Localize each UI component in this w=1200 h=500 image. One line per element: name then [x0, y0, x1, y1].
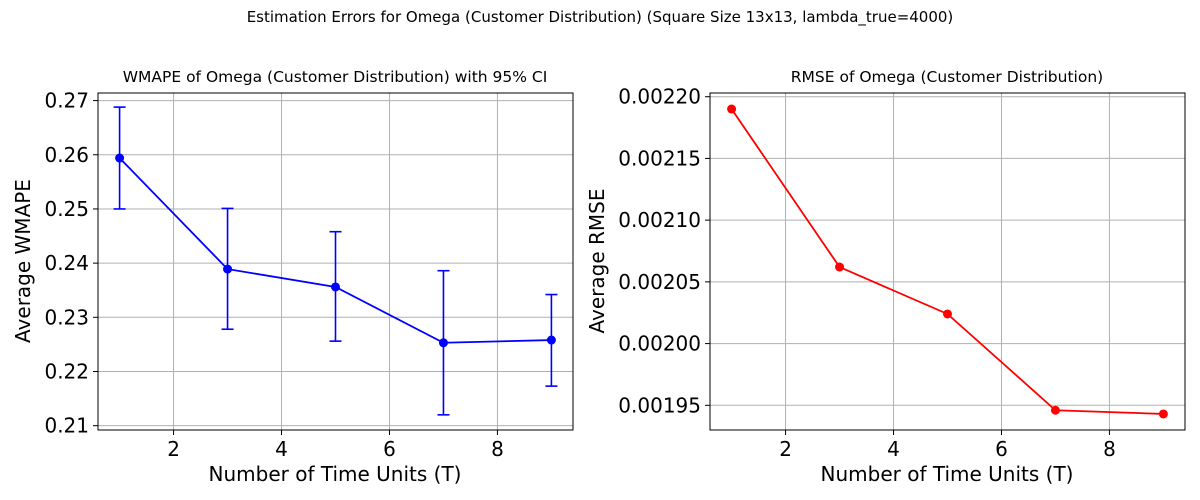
wmape-y-tick-label: 0.26: [44, 143, 89, 167]
rmse-y-tick-label: 0.00210: [618, 208, 701, 232]
wmape-data-point: [331, 282, 340, 292]
wmape-y-tick-label: 0.27: [44, 89, 89, 113]
rmse-plot-frame: [709, 92, 1186, 431]
rmse-x-tick-label: 4: [887, 437, 900, 461]
wmape-x-tick-label: 4: [275, 437, 288, 461]
rmse-y-tick-label: 0.00205: [618, 270, 701, 294]
rmse-ticks: 2 4 6 8 0.00195 0.00200 0.00205 0.00210 0.00215 0…: [618, 85, 1116, 461]
rmse-chart: RMSE of Omega (Customer Distribution) 2 4…: [585, 68, 1186, 486]
wmape-data-point: [223, 264, 233, 274]
rmse-data-point: [943, 309, 952, 319]
wmape-plot-frame: [97, 92, 574, 431]
rmse-x-axis-label: Number of Time Units (T): [821, 462, 1074, 486]
rmse-y-tick-label: 0.00200: [618, 332, 701, 356]
rmse-y-axis-label: Average RMSE: [585, 189, 609, 334]
wmape-ticks: 2 4 6 8 0.21 0.22 0.23 0.24 0.25 0.26 0.27: [44, 89, 503, 461]
rmse-x-tick-label: 6: [995, 437, 1008, 461]
rmse-y-tick-label: 0.00195: [618, 393, 701, 417]
figure-suptitle: Estimation Errors for Omega (Customer Di…: [247, 8, 954, 27]
rmse-chart-title: RMSE of Omega (Customer Distribution): [791, 68, 1103, 86]
rmse-x-tick-label: 8: [1103, 437, 1116, 461]
wmape-chart: WMAPE of Omega (Customer Distribution) w…: [11, 68, 574, 486]
rmse-y-tick-label: 0.00220: [618, 85, 701, 109]
rmse-x-tick-label: 2: [779, 437, 792, 461]
rmse-series: [727, 104, 1168, 419]
rmse-series-line: [730, 108, 1164, 415]
wmape-y-tick-label: 0.23: [44, 305, 89, 329]
wmape-series: [113, 106, 558, 416]
wmape-y-tick-label: 0.25: [44, 197, 89, 221]
wmape-grid: [98, 93, 573, 430]
rmse-grid: [710, 93, 1185, 430]
wmape-x-tick-label: 2: [167, 437, 180, 461]
rmse-data-point: [835, 262, 845, 272]
wmape-data-point: [115, 153, 125, 163]
wmape-y-tick-label: 0.22: [44, 359, 89, 383]
rmse-data-point: [1158, 409, 1168, 419]
wmape-y-axis-label: Average WMAPE: [11, 179, 35, 343]
wmape-chart-title: WMAPE of Omega (Customer Distribution) w…: [123, 68, 548, 86]
rmse-data-point: [727, 104, 737, 114]
wmape-x-axis-label: Number of Time Units (T): [209, 462, 462, 486]
wmape-x-tick-label: 8: [491, 437, 504, 461]
rmse-data-point: [1050, 405, 1060, 415]
wmape-data-point: [438, 338, 448, 348]
wmape-y-tick-label: 0.24: [44, 251, 89, 275]
rmse-y-tick-label: 0.00215: [618, 146, 701, 170]
wmape-y-tick-label: 0.21: [44, 414, 89, 438]
wmape-x-tick-label: 6: [383, 437, 396, 461]
wmape-data-point: [546, 335, 556, 345]
